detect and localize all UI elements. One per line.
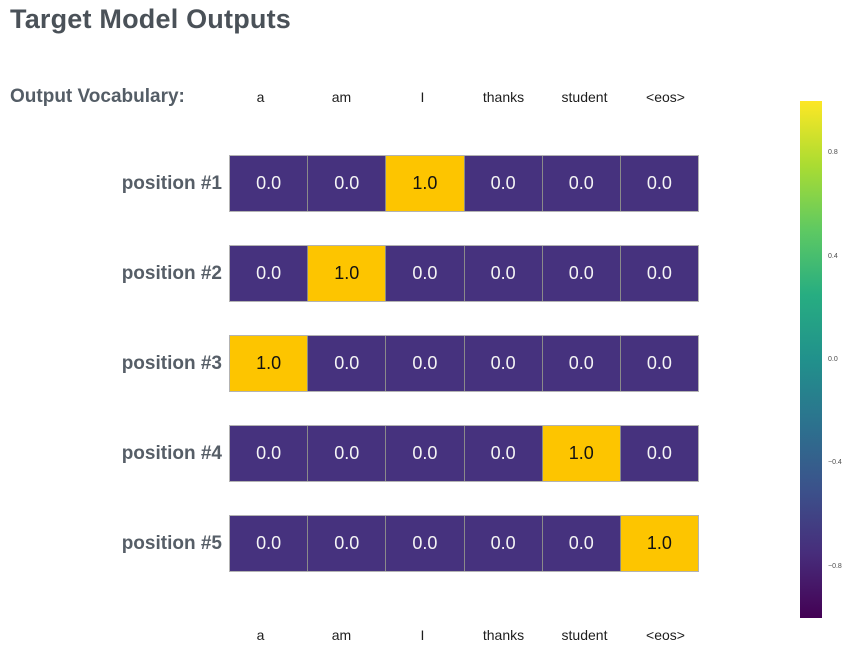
heatmap-cell: 0.0 — [464, 246, 543, 301]
heatmap-cell: 0.0 — [464, 336, 543, 391]
heatmap-row-position-3: position #3 1.0 0.0 0.0 0.0 0.0 0.0 — [0, 335, 730, 392]
heatmap-cell: 0.0 — [620, 336, 699, 391]
colorbar-tick: −0.8 — [828, 563, 842, 570]
colorbar-gradient — [800, 101, 822, 618]
figure-title: Target Model Outputs — [10, 4, 291, 34]
heatmap-cell: 0.0 — [542, 516, 621, 571]
heatmap-cell: 0.0 — [386, 336, 465, 391]
heatmap-row-position-1: position #1 0.0 0.0 1.0 0.0 0.0 0.0 — [0, 155, 730, 212]
heatmap-cell: 0.0 — [230, 156, 309, 211]
vocab-term-thanks: thanks — [482, 89, 525, 105]
heatmap-cell: 0.0 — [542, 246, 621, 301]
heatmap-cell: 0.0 — [386, 246, 465, 301]
heatmap-cells: 0.0 0.0 0.0 0.0 1.0 0.0 — [229, 425, 699, 482]
heatmap-cell: 0.0 — [620, 246, 699, 301]
heatmap-cell: 0.0 — [386, 426, 465, 481]
heatmap-cells: 0.0 0.0 0.0 0.0 0.0 1.0 — [229, 515, 699, 572]
heatmap-cell: 1.0 — [230, 336, 309, 391]
heatmap-cell: 0.0 — [308, 336, 387, 391]
heatmap-cell: 0.0 — [308, 516, 387, 571]
colorbar-tick: 0.0 — [828, 356, 838, 363]
colorbar-tick: 0.8 — [828, 149, 838, 156]
heatmap-cell: 0.0 — [386, 516, 465, 571]
row-label: position #1 — [121, 173, 222, 194]
heatmap-cell: 1.0 — [308, 246, 387, 301]
heatmap-cell: 0.0 — [308, 156, 387, 211]
heatmap-cell: 0.0 — [230, 426, 309, 481]
heatmap-cell: 0.0 — [230, 516, 309, 571]
vocab-term-am: am — [331, 627, 352, 643]
row-label: position #5 — [121, 533, 222, 554]
vocab-term-a: a — [256, 627, 265, 643]
vocab-term-thanks: thanks — [482, 627, 525, 643]
vocab-term-a: a — [256, 89, 265, 105]
vocab-term-i: I — [420, 627, 425, 643]
vocabulary-header-row: a am I thanks student <eos> — [220, 84, 706, 110]
heatmap-cell: 0.0 — [464, 516, 543, 571]
vocab-term-eos: <eos> — [646, 89, 685, 105]
vocab-term-eos: <eos> — [646, 627, 685, 643]
heatmap-cell: 0.0 — [620, 426, 699, 481]
heatmap-cell: 0.0 — [464, 426, 543, 481]
row-label: position #2 — [121, 263, 222, 284]
heatmap-cell: 1.0 — [542, 426, 621, 481]
heatmap-row-position-4: position #4 0.0 0.0 0.0 0.0 1.0 0.0 — [0, 425, 730, 482]
heatmap-row-position-2: position #2 0.0 1.0 0.0 0.0 0.0 0.0 — [0, 245, 730, 302]
heatmap-row-position-5: position #5 0.0 0.0 0.0 0.0 0.0 1.0 — [0, 515, 730, 572]
heatmap-cell: 0.0 — [308, 426, 387, 481]
row-label: position #4 — [121, 443, 222, 464]
heatmap-cell: 0.0 — [464, 156, 543, 211]
heatmap-cells: 0.0 1.0 0.0 0.0 0.0 0.0 — [229, 245, 699, 302]
vocab-term-student: student — [561, 627, 608, 643]
row-label: position #3 — [121, 353, 222, 374]
output-vocabulary-label: Output Vocabulary: — [10, 86, 185, 107]
heatmap-cell: 0.0 — [542, 336, 621, 391]
heatmap-cells: 1.0 0.0 0.0 0.0 0.0 0.0 — [229, 335, 699, 392]
heatmap-cell: 0.0 — [230, 246, 309, 301]
vocab-term-student: student — [561, 89, 608, 105]
vocab-term-am: am — [331, 89, 352, 105]
colorbar-tick: 0.4 — [828, 253, 838, 260]
heatmap-cell: 0.0 — [542, 156, 621, 211]
heatmap-cell: 1.0 — [386, 156, 465, 211]
vocab-term-i: I — [420, 89, 425, 105]
vocabulary-footer-row: a am I thanks student <eos> — [220, 622, 706, 648]
heatmap-cell: 1.0 — [620, 516, 699, 571]
heatmap-cell: 0.0 — [620, 156, 699, 211]
colorbar-tick: −0.4 — [828, 459, 842, 466]
heatmap-cells: 0.0 0.0 1.0 0.0 0.0 0.0 — [229, 155, 699, 212]
